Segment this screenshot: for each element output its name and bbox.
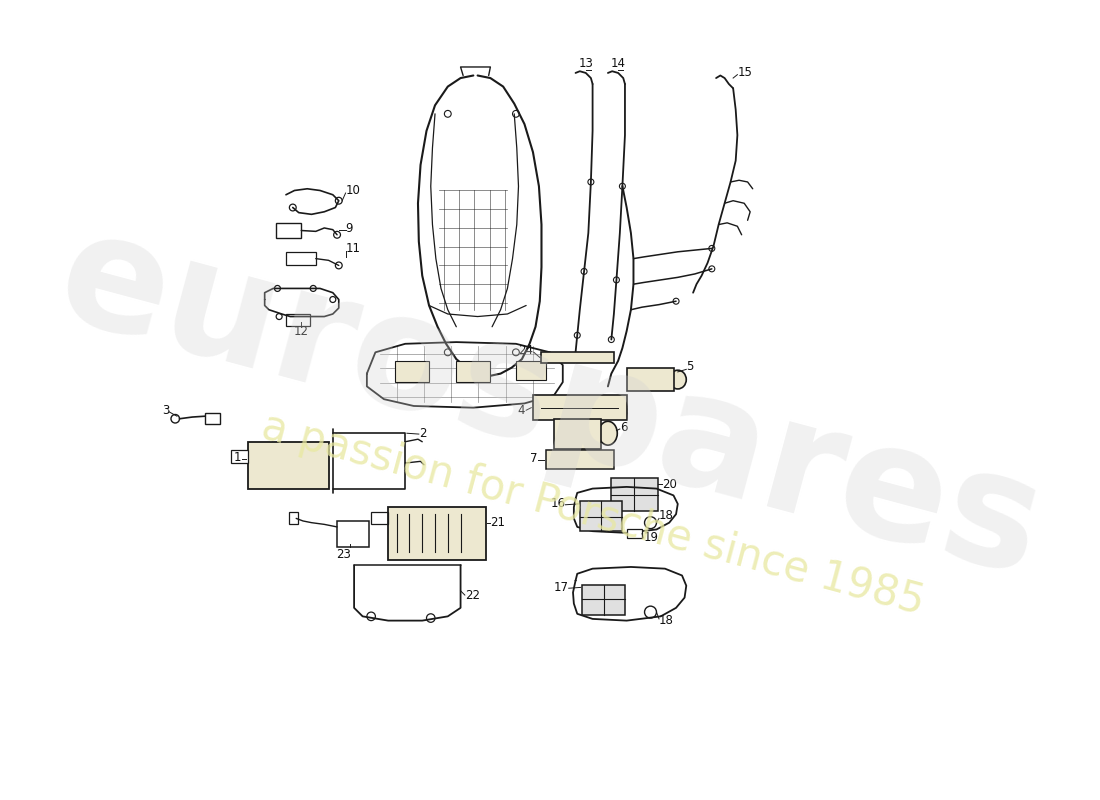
Circle shape [478, 362, 485, 369]
Bar [337, 521, 370, 546]
Circle shape [708, 266, 715, 272]
Circle shape [513, 349, 519, 356]
Circle shape [574, 332, 580, 338]
Ellipse shape [598, 422, 617, 445]
Text: 18: 18 [659, 510, 674, 522]
Circle shape [673, 298, 679, 304]
Bar [627, 530, 642, 538]
Circle shape [170, 414, 179, 423]
Circle shape [367, 612, 375, 621]
Bar [276, 223, 301, 238]
Bar [612, 478, 658, 510]
Bar [286, 314, 310, 326]
Circle shape [581, 269, 587, 274]
Circle shape [708, 246, 715, 251]
Bar [580, 502, 623, 531]
Text: 3: 3 [162, 404, 169, 417]
Circle shape [608, 337, 614, 342]
Circle shape [476, 534, 484, 542]
Bar [546, 450, 614, 469]
Circle shape [275, 286, 280, 291]
Circle shape [476, 519, 484, 526]
Circle shape [645, 606, 657, 618]
Text: 9: 9 [345, 222, 353, 235]
Bar [231, 450, 248, 463]
Bar [516, 361, 546, 379]
Circle shape [310, 286, 316, 291]
Circle shape [587, 179, 594, 185]
Text: 12: 12 [294, 325, 309, 338]
Circle shape [645, 517, 657, 529]
Bar [205, 413, 220, 424]
Bar [289, 513, 298, 524]
Text: 24: 24 [518, 344, 534, 357]
Circle shape [336, 262, 342, 269]
Text: 20: 20 [662, 478, 678, 491]
Bar [582, 585, 625, 614]
Text: 5: 5 [686, 360, 694, 374]
Text: 16: 16 [550, 498, 565, 510]
Bar [554, 418, 601, 449]
Text: 21: 21 [491, 516, 505, 529]
Bar [248, 442, 329, 489]
Text: 13: 13 [579, 57, 593, 70]
Bar [286, 252, 316, 266]
Text: 6: 6 [619, 421, 627, 434]
Circle shape [333, 231, 341, 238]
Text: 1: 1 [234, 450, 242, 463]
Circle shape [289, 204, 296, 211]
Circle shape [427, 614, 434, 622]
Bar [534, 395, 627, 421]
Text: a passion for Porsche since 1985: a passion for Porsche since 1985 [256, 406, 928, 623]
Text: 23: 23 [337, 548, 351, 562]
Circle shape [614, 277, 619, 283]
Text: 7: 7 [530, 452, 537, 466]
Text: 2: 2 [419, 426, 427, 440]
Bar [371, 513, 388, 524]
Text: 18: 18 [659, 614, 674, 627]
Bar [388, 507, 486, 560]
Text: 11: 11 [345, 242, 361, 255]
Bar [627, 368, 673, 391]
Circle shape [619, 183, 626, 190]
Circle shape [336, 198, 342, 204]
Text: 19: 19 [644, 531, 659, 545]
Text: 22: 22 [465, 589, 480, 602]
Text: 17: 17 [553, 581, 569, 594]
Circle shape [266, 469, 272, 474]
Circle shape [444, 110, 451, 118]
Bar [395, 361, 429, 382]
Text: 15: 15 [737, 66, 752, 79]
Circle shape [444, 349, 451, 356]
Ellipse shape [669, 370, 686, 389]
Bar [541, 352, 614, 362]
Text: 14: 14 [610, 57, 626, 70]
Text: 4: 4 [517, 404, 525, 417]
Circle shape [513, 110, 519, 118]
Circle shape [276, 314, 282, 319]
Circle shape [292, 469, 297, 474]
Text: 10: 10 [345, 184, 361, 197]
Text: eurospares: eurospares [42, 198, 1058, 609]
Circle shape [330, 297, 336, 302]
Bar [456, 361, 491, 382]
